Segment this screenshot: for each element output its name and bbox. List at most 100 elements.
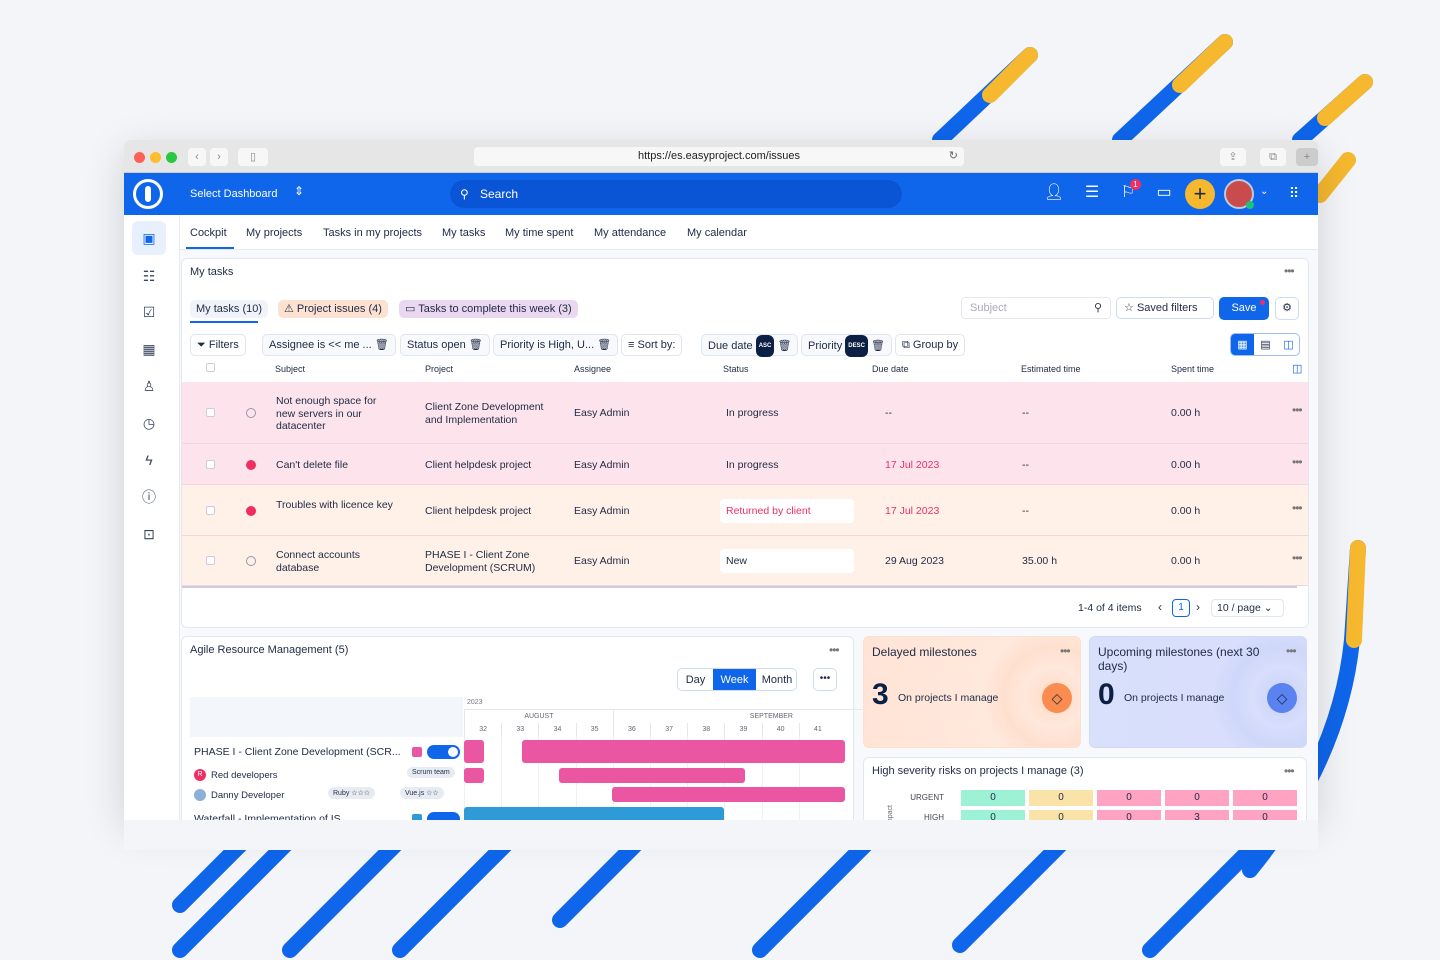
logo-icon[interactable] (133, 179, 163, 209)
tabs-icon[interactable]: ⧉ (1260, 148, 1286, 166)
row-more-icon[interactable]: ••• (1292, 403, 1303, 417)
avatar[interactable] (1224, 179, 1254, 209)
cell-subject[interactable]: Connect accounts database (276, 549, 361, 574)
column-header-project[interactable]: Project (425, 364, 454, 374)
calendar-icon[interactable]: ▭ (1156, 184, 1172, 201)
tasks-clipboard-icon[interactable]: ☑ (142, 304, 156, 320)
column-settings-icon[interactable]: ◫ (1292, 363, 1303, 375)
cell-status[interactable]: Returned by client (720, 498, 854, 523)
filters-button[interactable]: ⏷ Filters (190, 334, 246, 356)
tab-my-projects[interactable]: My projects (246, 227, 303, 239)
filter-assignee[interactable]: Assignee is << me ... 🗑︎ (262, 334, 396, 356)
tab-tasks-in-my-projects[interactable]: Tasks in my projects (323, 227, 423, 239)
sort-priority[interactable]: Priority DESC 🗑︎ (801, 334, 892, 357)
cell-subject[interactable]: Can't delete file (276, 458, 349, 471)
dashboard-icon[interactable]: ▣ (132, 221, 166, 255)
sidebar-toggle-icon[interactable]: ▯ (238, 148, 268, 166)
column-header-estimated-time[interactable]: Estimated time (1021, 364, 1081, 374)
select-all-checkbox[interactable] (206, 363, 215, 372)
more-options-icon[interactable]: ••• (1060, 644, 1071, 658)
row-checkbox[interactable] (206, 459, 215, 469)
alert-icon[interactable]: ⓘ (142, 489, 156, 505)
table-row[interactable]: Not enough space for new servers in our … (182, 382, 1308, 444)
select-dashboard[interactable]: Select Dashboard (190, 188, 278, 200)
tab-my-attendance[interactable]: My attendance (594, 227, 667, 239)
clock-icon[interactable]: ◷ (142, 415, 156, 431)
close-window-button[interactable] (134, 152, 145, 163)
table-view-icon[interactable]: ▦ (1231, 334, 1254, 355)
sort-by-button[interactable]: ≡ Sort by: (621, 334, 683, 356)
project-toggle[interactable] (427, 745, 460, 759)
heatmap-cell[interactable]: 0 (961, 790, 1025, 806)
cell-status[interactable]: In progress (726, 458, 779, 471)
heatmap-cell[interactable]: 0 (1165, 790, 1229, 806)
chevron-down-icon[interactable]: ⌄ (1260, 186, 1269, 197)
apps-grid-icon[interactable]: ⠿ (1288, 185, 1300, 201)
page-size-select[interactable]: 10 / page ⌄ (1211, 599, 1284, 617)
split-view-icon[interactable]: ◫ (1283, 339, 1294, 351)
settings-sliders-icon[interactable]: ⚙ (1275, 297, 1299, 320)
day-button[interactable]: Day (685, 674, 706, 686)
gantt-bar[interactable] (522, 740, 845, 763)
projects-tree-icon[interactable]: ☷ (142, 268, 156, 284)
column-header-subject[interactable]: Subject (275, 364, 306, 374)
calendar-board-icon[interactable]: ▦ (142, 341, 156, 357)
tab-cockpit[interactable]: Cockpit (190, 227, 227, 239)
gantt-bar[interactable] (559, 768, 745, 783)
subject-search-input[interactable]: Subject ⚲ (961, 297, 1111, 319)
group-by-button[interactable]: ⧉ Group by (895, 334, 966, 356)
maximize-window-button[interactable] (166, 152, 177, 163)
trash-icon[interactable]: 🗑︎ (597, 339, 612, 351)
back-icon[interactable]: ‹ (188, 148, 206, 166)
reload-icon[interactable]: ↻ (948, 150, 958, 162)
table-row[interactable]: Can't delete file Client helpdesk projec… (182, 444, 1308, 485)
quick-filter-project-issues[interactable]: ⚠ Project issues (4) (278, 300, 388, 318)
minimize-window-button[interactable] (150, 152, 161, 163)
collapse-icon[interactable]: ⊡ (143, 526, 155, 542)
checklist-icon[interactable]: ☰ (1084, 184, 1100, 201)
user-icon[interactable]: 👤︎ (1044, 184, 1065, 201)
search-input[interactable]: ⚲ Search (450, 180, 902, 208)
column-header-due-date[interactable]: Due date (872, 364, 909, 374)
trash-icon[interactable]: 🗑︎ (777, 339, 792, 352)
cell-status[interactable]: New (720, 549, 854, 573)
trash-icon[interactable]: 🗑︎ (871, 339, 885, 352)
tab-my-time-spent[interactable]: My time spent (505, 227, 574, 239)
page-1-button[interactable]: 1 (1172, 599, 1190, 617)
filter-priority[interactable]: Priority is High, U... 🗑︎ (493, 334, 619, 356)
row-checkbox[interactable] (206, 408, 215, 417)
gantt-bar[interactable] (612, 787, 845, 802)
heatmap-cell[interactable]: 0 (1029, 790, 1093, 806)
next-page-icon[interactable]: › (1196, 600, 1200, 614)
cell-project[interactable]: Client helpdesk project (425, 504, 532, 517)
tab-my-calendar[interactable]: My calendar (687, 227, 747, 239)
table-scrollbar[interactable] (182, 586, 1297, 588)
cell-project[interactable]: PHASE I - Client Zone Development (SCRUM… (425, 549, 536, 574)
cell-subject[interactable]: Troubles with licence key (276, 498, 393, 511)
user-icon[interactable]: ♙ (142, 378, 156, 394)
tab-my-tasks[interactable]: My tasks (442, 227, 486, 239)
cell-project[interactable]: Client helpdesk project (425, 458, 532, 471)
table-row[interactable]: Troubles with licence key Client helpdes… (182, 485, 1308, 536)
new-tab-icon[interactable]: + (1296, 148, 1318, 166)
lightning-icon[interactable]: ϟ (145, 452, 153, 468)
row-more-icon[interactable]: ••• (1292, 500, 1303, 515)
gantt-bar[interactable] (464, 807, 724, 822)
filter-status[interactable]: Status open 🗑︎ (400, 334, 490, 356)
save-button[interactable]: Save (1219, 297, 1269, 320)
trash-icon[interactable]: 🗑︎ (374, 339, 389, 351)
gantt-bar[interactable] (464, 740, 484, 763)
more-options-icon[interactable]: ••• (829, 643, 840, 657)
address-bar[interactable]: https://es.easyproject.com/issues ↻ (474, 147, 964, 166)
row-checkbox[interactable] (206, 556, 215, 565)
more-options-icon[interactable]: ••• (1286, 644, 1297, 658)
more-options-icon[interactable]: ••• (813, 668, 837, 691)
list-view-icon[interactable]: ▤ (1260, 339, 1271, 351)
share-icon[interactable]: ⇪ (1220, 148, 1246, 166)
quick-filter-my-tasks[interactable]: My tasks (10) (190, 300, 269, 318)
column-header-assignee[interactable]: Assignee (574, 364, 612, 374)
row-more-icon[interactable]: ••• (1292, 454, 1303, 469)
column-header-status[interactable]: Status (723, 364, 749, 374)
quick-filter-this-week[interactable]: ▭ Tasks to complete this week (3) (399, 300, 578, 318)
month-button[interactable]: Month (761, 674, 793, 686)
